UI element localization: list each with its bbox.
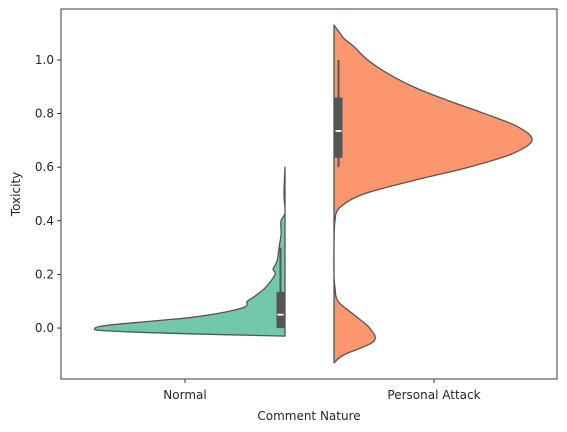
boxes-layer (276, 59, 343, 329)
y-tick-label: 0.4 (35, 214, 54, 228)
y-tick-label: 0.8 (35, 107, 54, 121)
y-axis: 0.0 0.2 0.4 0.6 0.8 1.0 (35, 53, 61, 335)
violins-layer (93, 24, 533, 364)
x-tick-label: Normal (163, 388, 206, 402)
y-tick-label: 1.0 (35, 53, 54, 67)
violin-personal-attack (333, 24, 533, 364)
x-axis: Normal Personal Attack (163, 379, 481, 402)
x-tick-label: Personal Attack (387, 388, 480, 402)
x-axis-label: Comment Nature (257, 409, 360, 423)
y-axis-label: Toxicity (9, 172, 23, 217)
y-tick-label: 0.6 (35, 160, 54, 174)
plot-frame (60, 8, 558, 380)
iqr-box-normal (276, 291, 285, 329)
y-tick-label: 0.0 (35, 321, 54, 335)
iqr-box-personal-attack (334, 97, 343, 158)
violin-normal (93, 166, 286, 337)
y-tick-label: 0.2 (35, 267, 54, 281)
